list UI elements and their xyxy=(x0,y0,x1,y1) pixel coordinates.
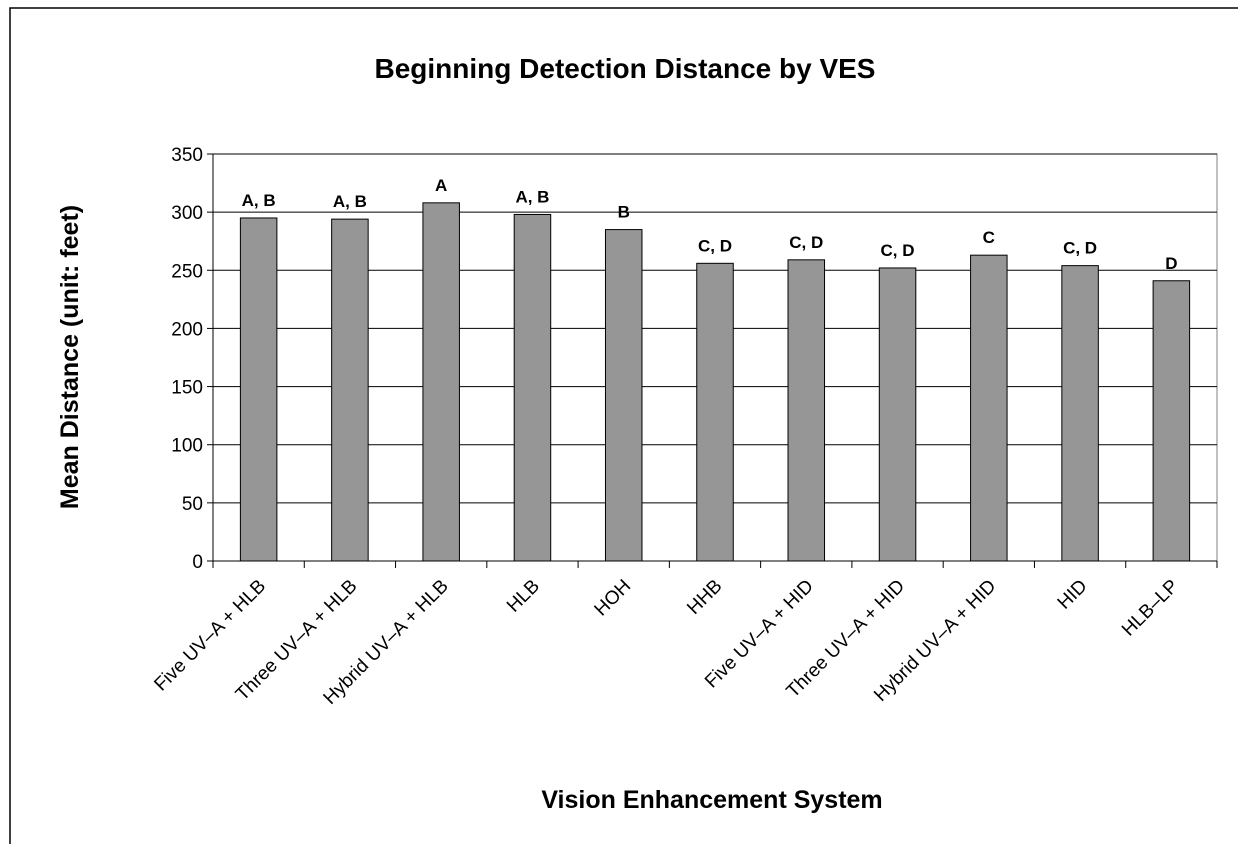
y-tick-label: 200 xyxy=(171,319,203,340)
chart-title: Beginning Detection Distance by VES xyxy=(375,53,876,84)
bar xyxy=(422,202,460,562)
bar xyxy=(696,262,734,562)
bar-annotation: C, D xyxy=(881,241,915,260)
bar-annotation: C xyxy=(983,228,995,247)
bar-annotation: A, B xyxy=(333,192,367,211)
bar xyxy=(513,213,552,562)
x-tick-label: HHB xyxy=(683,576,726,619)
bar-annotation: C, D xyxy=(698,236,732,255)
x-axis-label: Vision Enhancement System xyxy=(541,786,882,814)
bar-annotation: C, D xyxy=(789,233,823,252)
y-tick-label: 0 xyxy=(192,552,203,573)
y-tick-label: 250 xyxy=(171,261,203,282)
y-tick-label: 50 xyxy=(182,494,203,515)
y-axis-label: Mean Distance (unit: feet) xyxy=(56,205,84,509)
bar-annotation: A xyxy=(435,176,447,195)
bar xyxy=(970,254,1008,562)
chart-border xyxy=(9,7,1238,844)
x-tick-label: HLB–LP xyxy=(1118,576,1183,641)
y-tick-label: 150 xyxy=(171,378,203,399)
bar xyxy=(1152,280,1191,562)
bar-annotation: D xyxy=(1165,254,1177,273)
y-tick-label: 100 xyxy=(171,436,203,457)
bar-annotation: A, B xyxy=(242,191,276,210)
bar xyxy=(878,267,917,562)
bar xyxy=(331,218,369,562)
x-tick-label: HID xyxy=(1054,576,1092,614)
bar xyxy=(1061,265,1099,562)
bar-annotation: C, D xyxy=(1063,239,1097,258)
bar xyxy=(239,217,278,562)
y-tick-label: 300 xyxy=(171,203,203,224)
bar-annotation: A, B xyxy=(515,187,549,206)
x-tick-label: HOH xyxy=(591,576,636,621)
bar xyxy=(787,259,826,562)
bar xyxy=(604,229,643,562)
x-tick-label: HLB xyxy=(503,576,544,617)
bar-annotation: B xyxy=(618,203,630,222)
y-tick-label: 350 xyxy=(171,145,203,166)
